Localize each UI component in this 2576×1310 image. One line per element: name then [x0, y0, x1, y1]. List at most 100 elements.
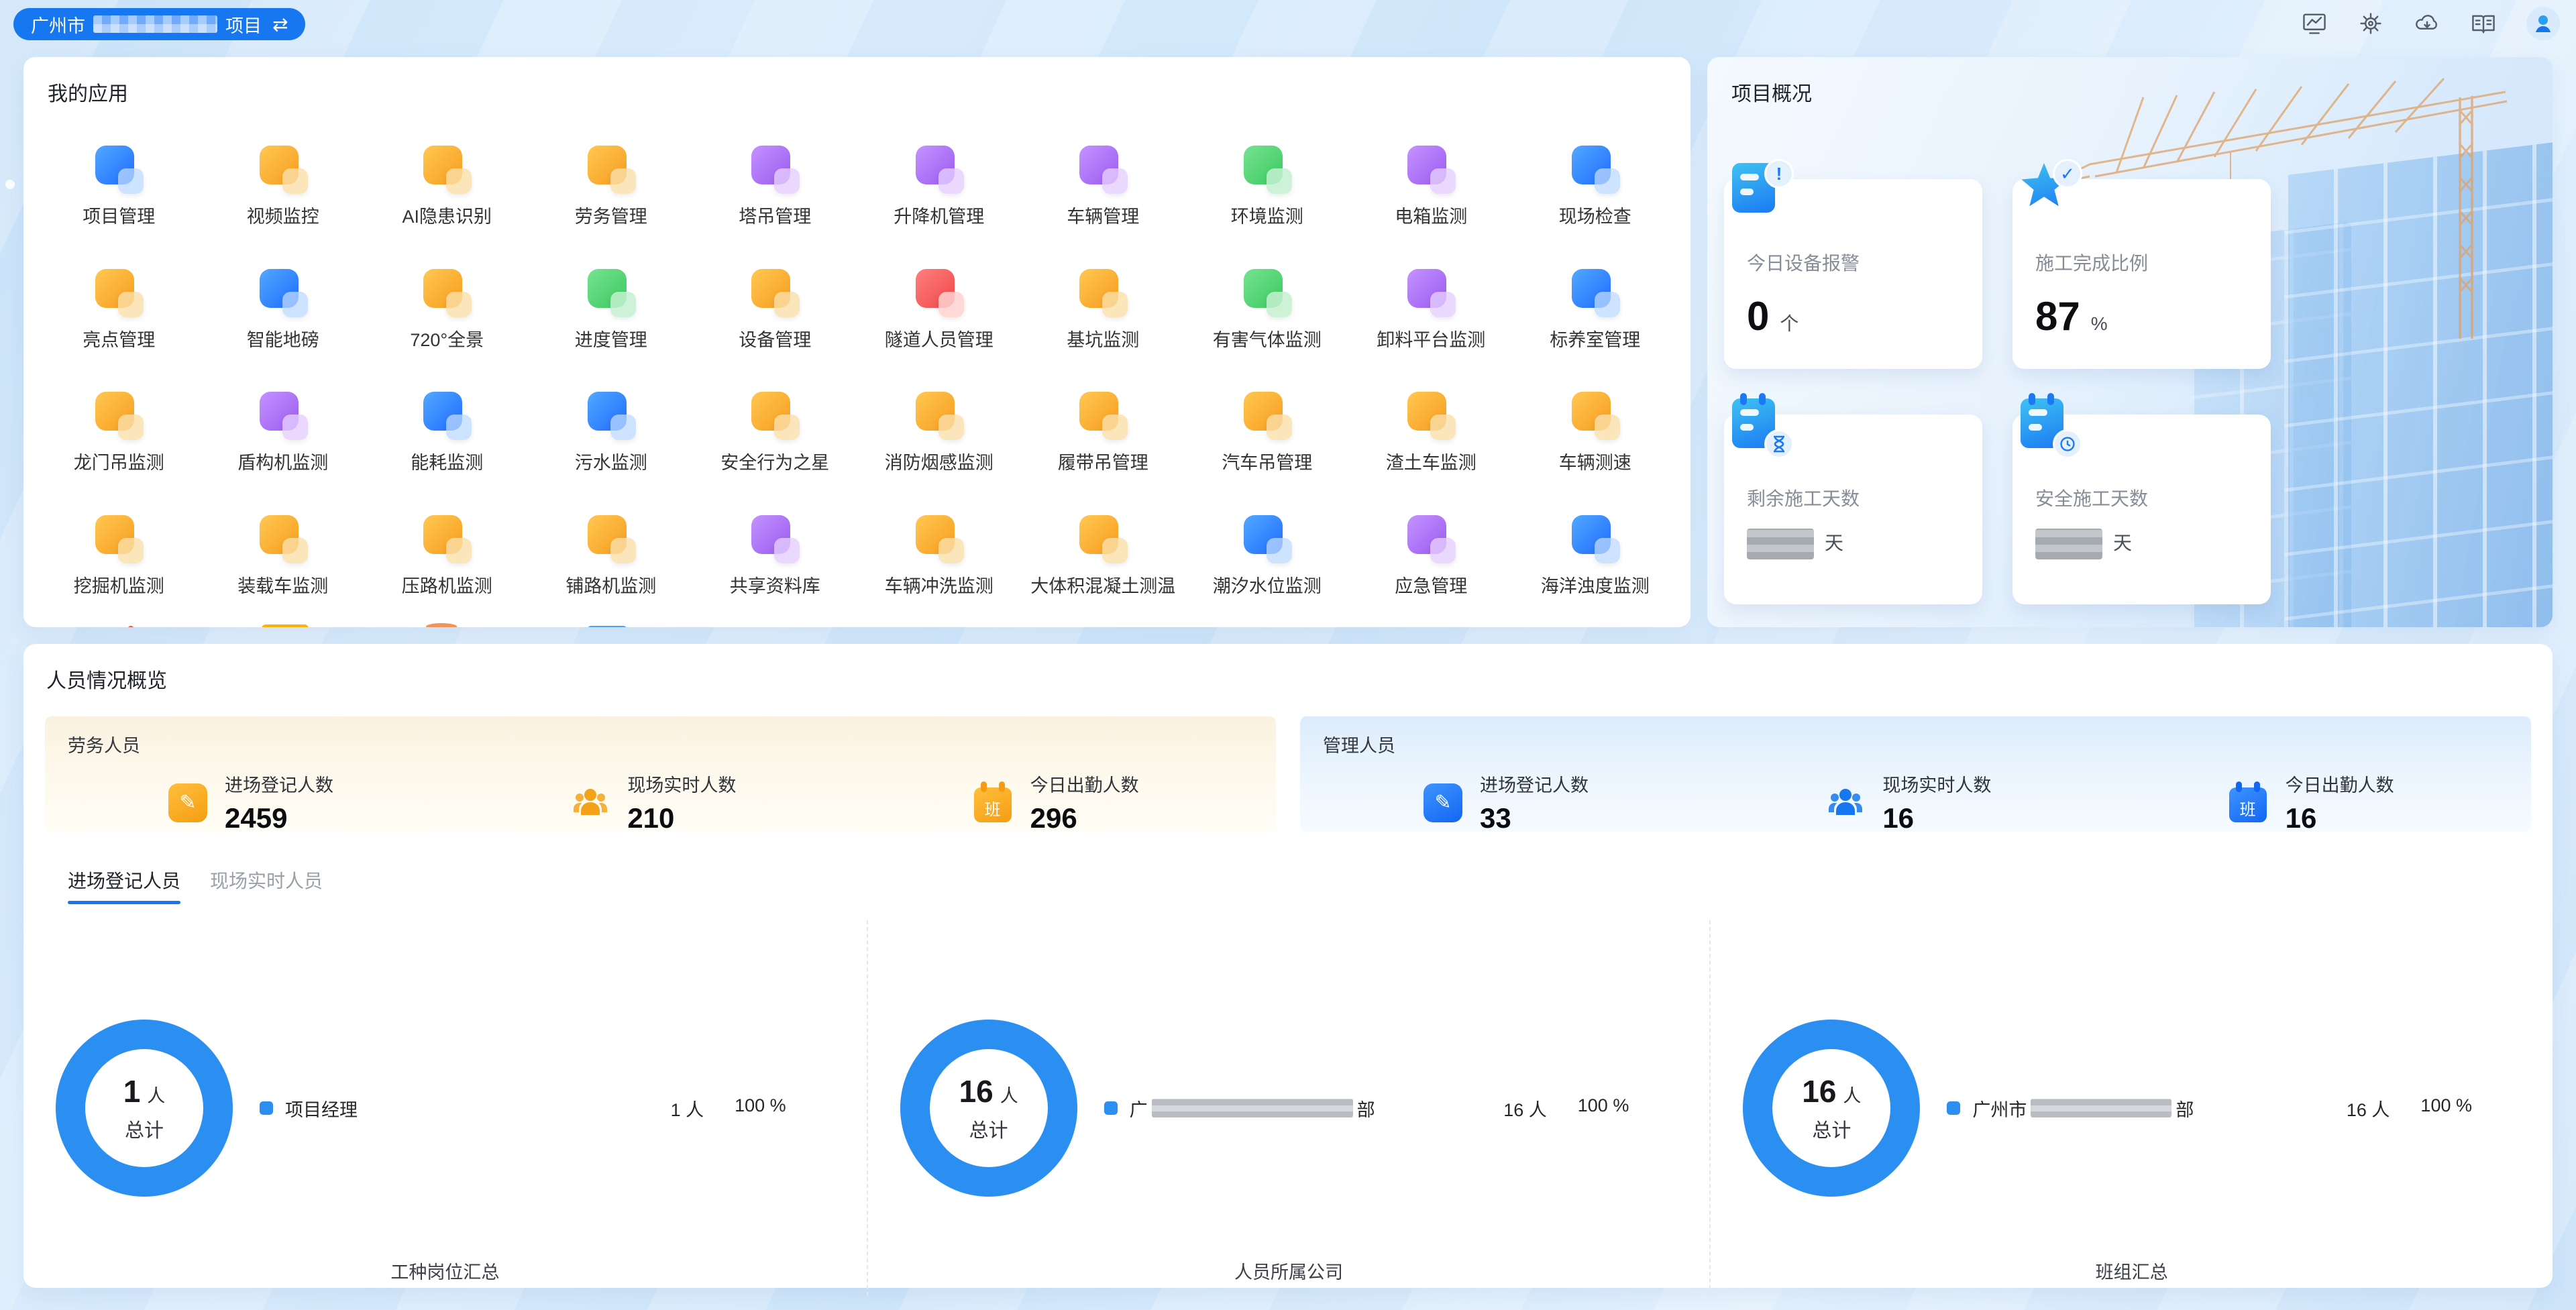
app-item[interactable]: 污水监测 — [529, 390, 694, 474]
app-item[interactable]: 基坑监测 — [1021, 268, 1185, 351]
user-avatar[interactable] — [2526, 7, 2560, 40]
shared-library-icon — [750, 514, 800, 564]
app-item[interactable]: 龙门吊监测 — [37, 390, 201, 474]
concrete-temperature-icon — [1078, 514, 1128, 564]
app-item[interactable]: 应急管理 — [1349, 514, 1513, 597]
crawler-crane-icon — [1078, 390, 1128, 441]
app-item[interactable]: 大体积混凝土测温 — [1021, 514, 1185, 597]
redacted-value — [1747, 529, 1814, 559]
app-item[interactable]: 盾构机监测 — [201, 390, 366, 474]
app-item[interactable]: 720°全景 — [365, 268, 529, 351]
app-item[interactable]: AI隐患识别 — [365, 144, 529, 227]
app-item[interactable]: 电箱监测 — [1349, 144, 1513, 227]
app-item-label: 隧道人员管理 — [884, 329, 994, 350]
stat-value: 296 — [1030, 802, 1077, 834]
app-item[interactable]: 安全行为之星 — [693, 390, 857, 474]
app-item[interactable]: 项目管理 — [37, 144, 201, 227]
app-item-label: 升降机管理 — [894, 207, 985, 227]
equipment-management-icon — [750, 268, 800, 317]
app-item[interactable]: 环境监测 — [1185, 144, 1350, 227]
app-item[interactable]: 劳务管理 — [529, 144, 694, 227]
stat-label: 今日出勤人数 — [2285, 775, 2394, 796]
app-item[interactable]: 车辆测速 — [1513, 390, 1678, 474]
app-item-label: 卸料平台监测 — [1377, 329, 1486, 350]
app-item[interactable]: 消防烟感监测 — [857, 390, 1022, 474]
app-item[interactable]: 挖掘机监测 — [37, 514, 201, 597]
tab-registered-personnel[interactable]: 进场登记人员 — [68, 867, 181, 904]
app-item[interactable]: 压路机监测 — [365, 514, 529, 597]
power-box-monitor-icon — [1406, 144, 1456, 194]
app-item[interactable]: 有害气体监测 — [1185, 268, 1350, 351]
app-item-label: 铺路机监测 — [566, 576, 657, 597]
app-item[interactable]: 渣土车监测 — [1349, 390, 1513, 474]
app-item-label: 设备管理 — [739, 329, 812, 350]
app-item[interactable]: 装载车监测 — [201, 514, 366, 597]
site-inspection-icon — [1570, 144, 1620, 194]
app-item[interactable]: 铺路机监测 — [529, 514, 694, 597]
card-unit: 天 — [1825, 533, 1844, 553]
dashboard-icon[interactable] — [2301, 10, 2328, 37]
check-badge-icon: ✓ — [2053, 159, 2082, 188]
safe-days-card: 安全施工天数 天 — [2012, 393, 2271, 604]
app-item[interactable]: 汽车吊管理 — [1185, 390, 1350, 474]
app-item[interactable]: 智能地磅 — [201, 268, 366, 351]
register-icon: ✎ — [168, 783, 207, 822]
app-item[interactable]: 隧道人员管理 — [857, 268, 1022, 351]
app-item-label: 劳务管理 — [574, 207, 647, 227]
app-item-label: 视频监控 — [246, 207, 319, 227]
labor-management-icon — [586, 144, 636, 194]
app-item-label: 项目管理 — [83, 207, 156, 227]
app-item[interactable]: 车辆管理 — [1021, 144, 1185, 227]
app-item[interactable]: 塔吊管理 — [693, 144, 857, 227]
app-item[interactable]: 共享资料库 — [693, 514, 857, 597]
legend-percent: 100 % — [1577, 1095, 1629, 1115]
overview-title: 项目概况 — [1731, 83, 1812, 105]
tab-realtime-personnel[interactable]: 现场实时人员 — [210, 871, 323, 891]
project-switcher-pill[interactable]: 广州市 项目 ⇄ — [13, 8, 306, 40]
app-item[interactable]: 升降机管理 — [857, 144, 1022, 227]
app-item[interactable]: 海洋浊度监测 — [1513, 514, 1678, 597]
mgmt-onsite-stat: 现场实时人数 16 — [1725, 771, 2128, 834]
project-name-redacted — [93, 15, 217, 33]
app-item-label: 潮汐水位监测 — [1212, 576, 1322, 597]
app-item-label: 车辆管理 — [1067, 207, 1140, 227]
chart-footer-label: 人员所属公司 — [1234, 1262, 1343, 1282]
stat-value: 210 — [627, 802, 675, 834]
legend-count: 16 人 — [2346, 1099, 2390, 1120]
app-item[interactable]: 履带吊管理 — [1021, 390, 1185, 474]
settings-gear-icon[interactable] — [2357, 10, 2384, 37]
app-item-label: 车辆冲洗监测 — [884, 576, 994, 597]
ai-hazard-icon — [422, 144, 472, 194]
app-item[interactable]: 标养室管理 — [1513, 268, 1678, 351]
app-item-label: 电箱监测 — [1395, 207, 1468, 227]
app-item[interactable]: 视频监控 — [201, 144, 366, 227]
app-item-label: 现场检查 — [1558, 207, 1631, 227]
app-item-label: 挖掘机监测 — [73, 576, 164, 597]
app-item[interactable]: 进度管理 — [529, 268, 694, 351]
app-item-label: 标养室管理 — [1550, 329, 1641, 350]
app-item-label: 龙门吊监测 — [73, 453, 164, 474]
app-item[interactable]: 能耗监测 — [365, 390, 529, 474]
mgmt-attendance-stat: 班 今日出勤人数 16 — [2129, 771, 2531, 834]
app-item[interactable]: 卸料平台监测 — [1349, 268, 1513, 351]
device-alarm-icon: ! — [1732, 159, 1794, 221]
chart-company: 16 人 总计 广部 16 人 100 % 人员所属公司 — [866, 920, 1710, 1296]
legend-row: 广部 16 人 100 % — [1104, 1095, 1697, 1122]
safe-days-icon — [2021, 393, 2082, 459]
app-item-label: 海洋浊度监测 — [1540, 576, 1650, 597]
project-management-icon — [94, 144, 144, 194]
stat-label: 现场实时人数 — [1882, 775, 1992, 796]
switch-project-icon[interactable]: ⇄ — [272, 13, 288, 35]
cloud-download-icon[interactable] — [2414, 10, 2440, 37]
app-item[interactable]: 亮点管理 — [37, 268, 201, 351]
app-item[interactable]: 潮汐水位监测 — [1185, 514, 1350, 597]
project-name-suffix: 项目 — [225, 15, 262, 36]
completion-ratio-card: ✓ 施工完成比例 87 % — [2012, 159, 2271, 369]
manual-book-icon[interactable] — [2470, 10, 2497, 37]
app-item[interactable]: 现场检查 — [1513, 144, 1678, 227]
app-item[interactable]: 设备管理 — [693, 268, 857, 351]
app-item[interactable]: 车辆冲洗监测 — [857, 514, 1022, 597]
unloading-platform-icon — [1406, 268, 1456, 317]
curing-room-icon — [1570, 268, 1620, 317]
stat-value: 33 — [1480, 802, 1511, 834]
